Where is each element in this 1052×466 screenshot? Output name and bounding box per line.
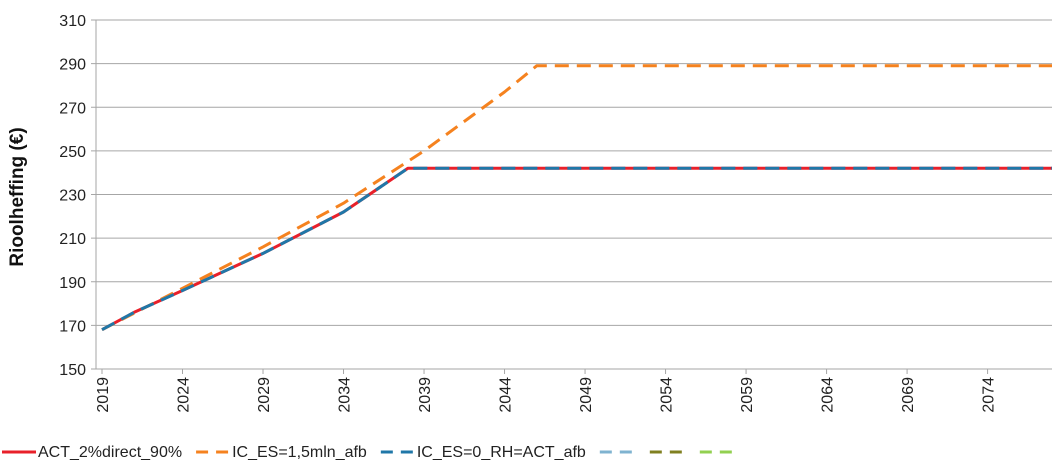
y-tick-label: 190: [59, 275, 86, 292]
grid-lines: [96, 19, 1052, 370]
x-tick-label: 2029: [256, 377, 273, 413]
y-tick-label: 150: [59, 362, 86, 379]
x-tick-label: 2049: [578, 377, 595, 413]
legend-item-3: IC_ES=0_RH=ACT_afb: [380, 444, 586, 461]
y-tick-label: 230: [59, 188, 86, 205]
y-tick-label: 310: [59, 13, 86, 30]
y-tick-label: 170: [59, 318, 86, 335]
x-tick-label: 2039: [417, 377, 434, 413]
y-tick-label: 290: [59, 57, 86, 74]
legend-label: ACT_2%direct_90%: [38, 444, 182, 461]
axes: [91, 19, 989, 374]
y-tick-label: 270: [59, 100, 86, 117]
x-tick-label: 2074: [981, 377, 998, 413]
y-tick-label: 250: [59, 144, 86, 161]
x-tick-label: 2054: [659, 377, 676, 413]
legend: ACT_2%direct_90% IC_ES=1,5mln_afb IC_ES=0_…: [2, 444, 734, 461]
series-lines: [101, 64, 1052, 332]
legend-label: IC_ES=0_RH=ACT_afb: [417, 444, 586, 461]
x-tick-label: 2059: [739, 377, 756, 413]
x-tick-label: 2019: [95, 377, 112, 413]
x-tick-label: 2044: [498, 377, 515, 413]
legend-label: IC_ES=1,5mln_afb: [232, 444, 367, 461]
x-tick-label: 2024: [176, 377, 193, 413]
series-line-3: [101, 166, 1052, 332]
x-tick-label: 2034: [337, 377, 354, 413]
legend-item-2: IC_ES=1,5mln_afb: [196, 444, 367, 461]
series-line-1: [101, 166, 1052, 332]
x-tick-label: 2069: [900, 377, 917, 413]
y-axis-title: Rioolheffing (€): [7, 127, 28, 266]
y-tick-label: 210: [59, 231, 86, 248]
series-line-2: [101, 64, 1052, 332]
x-tick-label: 2064: [820, 377, 837, 413]
tick-labels: 150 170 190 210 230 250 270 290 310 2019 2024 2029 2…: [59, 13, 997, 413]
legend-item-1: ACT_2%direct_90%: [2, 444, 182, 461]
